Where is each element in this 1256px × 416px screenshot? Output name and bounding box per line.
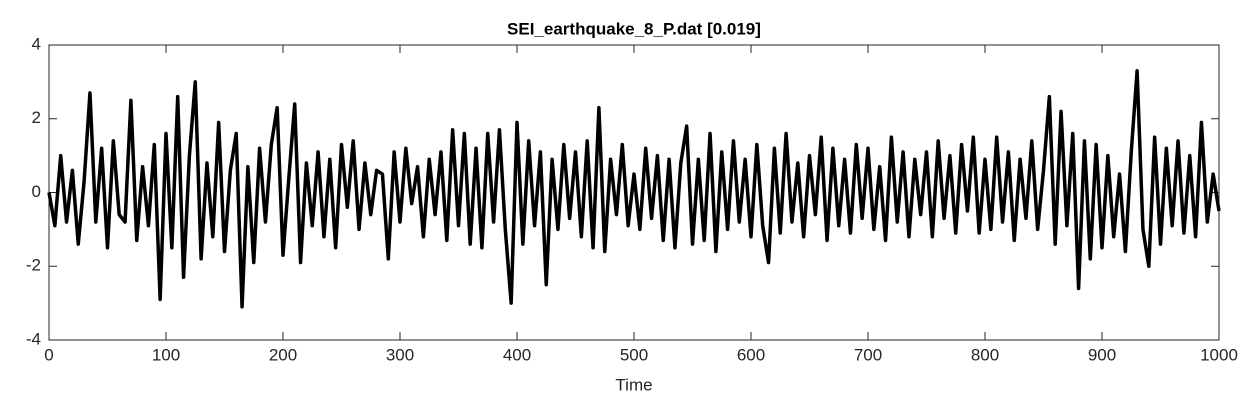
y-tick-label: 0 — [32, 182, 41, 201]
x-tick-label: 500 — [620, 345, 648, 364]
y-tick-label: 2 — [32, 108, 41, 127]
x-tick-label: 700 — [854, 345, 882, 364]
x-tick-label: 300 — [386, 345, 414, 364]
x-tick-label: 400 — [503, 345, 531, 364]
x-tick-label: 1000 — [1200, 345, 1238, 364]
y-tick-label: -4 — [26, 329, 41, 348]
y-tick-label: -2 — [26, 256, 41, 275]
x-tick-label: 0 — [44, 345, 53, 364]
x-tick-label: 800 — [971, 345, 999, 364]
y-tick-label: 4 — [32, 34, 41, 53]
x-tick-label: 600 — [737, 345, 765, 364]
data-line — [47, 69, 1221, 309]
chart-title: SEI_earthquake_8_P.dat [0.019] — [507, 19, 761, 38]
x-tick-label: 200 — [269, 345, 297, 364]
x-axis-label: Time — [615, 375, 652, 394]
x-tick-label: 100 — [152, 345, 180, 364]
plot-frame — [48, 44, 1220, 341]
x-tick-label: 900 — [1088, 345, 1116, 364]
